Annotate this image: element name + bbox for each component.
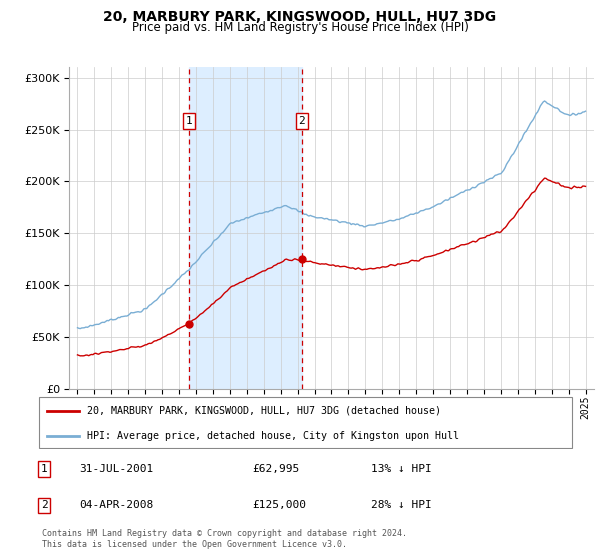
FancyBboxPatch shape	[39, 397, 572, 448]
Text: HPI: Average price, detached house, City of Kingston upon Hull: HPI: Average price, detached house, City…	[88, 431, 460, 441]
Text: 1: 1	[41, 464, 47, 474]
Text: Contains HM Land Registry data © Crown copyright and database right 2024.
This d: Contains HM Land Registry data © Crown c…	[42, 529, 407, 549]
Text: £125,000: £125,000	[252, 501, 306, 510]
Text: 20, MARBURY PARK, KINGSWOOD, HULL, HU7 3DG (detached house): 20, MARBURY PARK, KINGSWOOD, HULL, HU7 3…	[88, 406, 442, 416]
Text: 04-APR-2008: 04-APR-2008	[79, 501, 154, 510]
Text: 31-JUL-2001: 31-JUL-2001	[79, 464, 154, 474]
Text: £62,995: £62,995	[252, 464, 299, 474]
Text: 2: 2	[41, 501, 47, 510]
Text: 2: 2	[298, 116, 305, 126]
Bar	[189, 67, 302, 389]
Text: Price paid vs. HM Land Registry's House Price Index (HPI): Price paid vs. HM Land Registry's House …	[131, 21, 469, 34]
Text: 20, MARBURY PARK, KINGSWOOD, HULL, HU7 3DG: 20, MARBURY PARK, KINGSWOOD, HULL, HU7 3…	[103, 10, 497, 24]
Text: 13% ↓ HPI: 13% ↓ HPI	[371, 464, 431, 474]
Text: 28% ↓ HPI: 28% ↓ HPI	[371, 501, 431, 510]
Text: 1: 1	[185, 116, 193, 126]
